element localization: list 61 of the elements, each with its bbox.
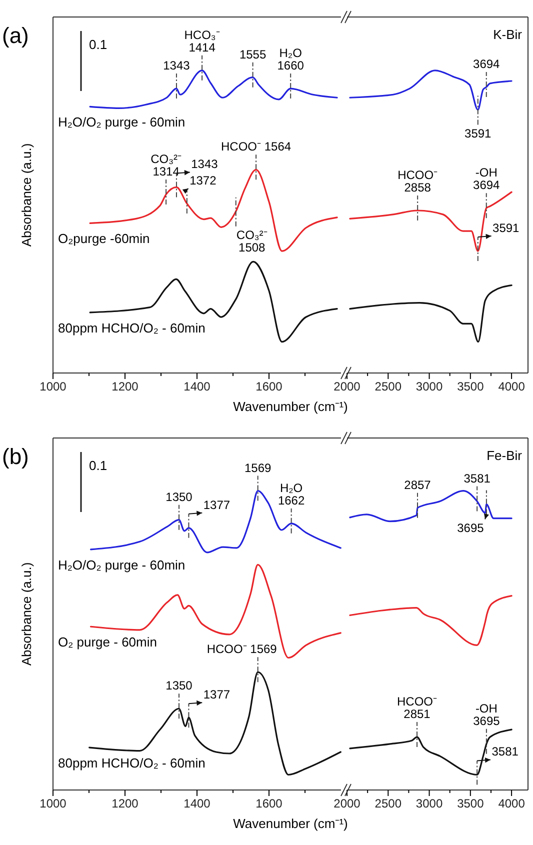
series-label: H₂O/O₂ purge - 60min	[58, 114, 186, 130]
annotation: 1343	[191, 157, 218, 172]
x-tick-label: 2500	[374, 796, 402, 811]
annotation: 3581	[464, 471, 491, 486]
text: Fe-Bir	[486, 448, 523, 463]
x-tick-label: 2000	[334, 380, 361, 394]
x-tick-label: 3500	[457, 796, 484, 811]
x-tick-label: 1000	[40, 380, 67, 394]
y-axis-title: Absorbance (a.u.)	[19, 562, 34, 666]
annotation: CO₃²⁻ 1508	[236, 228, 268, 255]
annotation: 3695	[457, 520, 484, 535]
chart-title: (b)	[2, 444, 29, 469]
series-label: H₂O/O₂ purge - 60min	[58, 557, 186, 572]
annotation: HCOO⁻ 2858	[398, 168, 438, 195]
x-tick-label: 1600	[256, 796, 283, 811]
series-label: O₂ purge - 60min	[58, 634, 157, 650]
x-axis-title: Wavenumber (cm⁻¹)	[233, 816, 348, 831]
annotation: 1350	[166, 490, 193, 504]
text: K-Bir	[493, 27, 523, 42]
annotation: HCOO⁻ 1564	[221, 140, 292, 154]
annotation: HCOO⁻ 1569	[206, 642, 278, 656]
annotation: H₂O 1660	[277, 46, 304, 73]
annotation: 1350	[166, 678, 193, 693]
annotation: 1569	[244, 460, 272, 475]
x-tick-label: 3000	[416, 796, 443, 811]
annotation: 3591	[464, 126, 492, 140]
annotation: 1343	[163, 58, 190, 73]
annotation: H₂O 1662	[278, 480, 305, 508]
x-tick-label: 1200	[112, 380, 139, 394]
annotation: 1372	[190, 174, 217, 188]
series-label: 80ppm HCHO/O₂ - 60min	[58, 320, 206, 336]
x-tick-label: 4000	[498, 380, 526, 394]
annotation: 1555	[239, 47, 266, 62]
annotation: 3694	[473, 57, 500, 72]
annotation: HCOO⁻ 2851	[397, 694, 438, 722]
x-tick-label: 2500	[374, 380, 402, 394]
x-tick-label: 1400	[184, 380, 211, 394]
x-tick-label: 1600	[256, 380, 283, 394]
series-label: 80ppm HCHO/O₂ - 60min	[58, 756, 206, 771]
x-tick-label: 1000	[40, 796, 67, 811]
x-tick-label: 3500	[457, 380, 484, 394]
annotation: CO₃²⁻ 1314	[150, 152, 182, 178]
annotation: -OH 3694	[473, 165, 500, 192]
annotation: 3581	[492, 744, 519, 759]
annotation: -OH 3695	[473, 701, 500, 728]
annotation: 1377	[203, 688, 230, 702]
x-tick-label: 4000	[498, 796, 526, 811]
annotation: 1377	[203, 498, 230, 512]
annotation: HCO₃⁻ 1414	[184, 28, 220, 54]
x-tick-label: 1200	[112, 796, 139, 811]
x-tick-label: 1400	[184, 796, 211, 811]
text: 0.1	[89, 458, 108, 473]
chart-title: (a)	[2, 23, 29, 48]
x-tick-label: 2000	[334, 796, 361, 811]
x-axis-title: Wavenumber (cm⁻¹)	[233, 399, 348, 414]
x-tick-label: 3000	[416, 380, 443, 394]
series-label: O₂purge -60min	[58, 231, 150, 246]
annotation: 3591	[492, 221, 520, 236]
text: 0.1	[89, 37, 108, 52]
annotation: 2857	[404, 478, 432, 492]
y-axis-title: Absorbance (a.u.)	[19, 143, 34, 247]
